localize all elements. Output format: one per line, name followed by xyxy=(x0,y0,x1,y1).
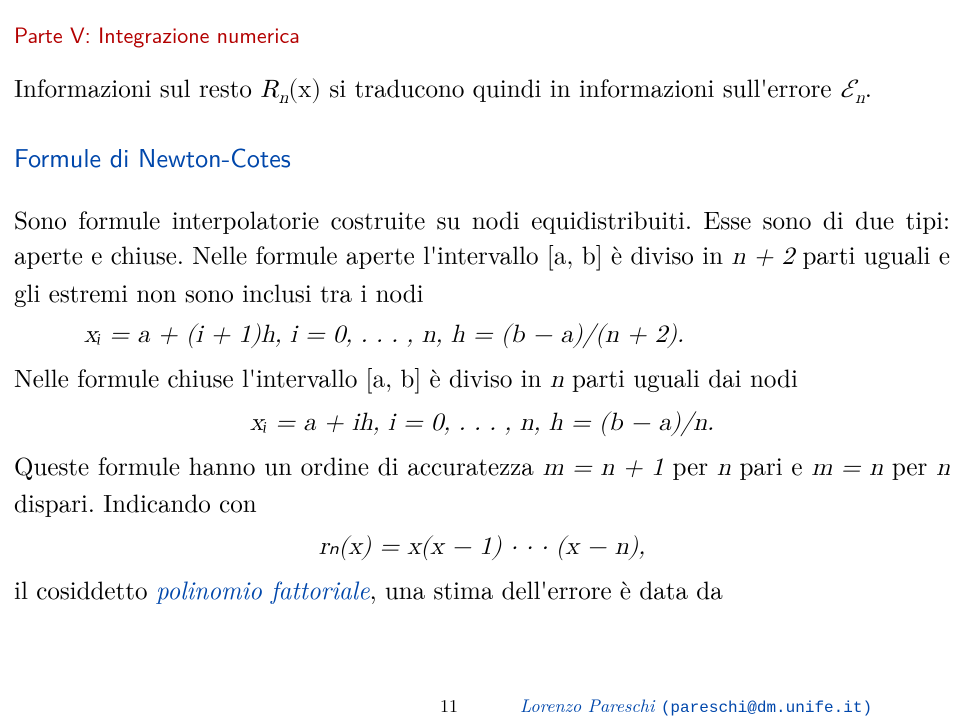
intro-text-a: Informazioni sul resto xyxy=(14,70,260,105)
intro-paragraph: Informazioni sul resto Rn(x) si traducon… xyxy=(14,70,950,112)
intro-text-c: . xyxy=(865,70,872,105)
para4-c: pari e xyxy=(731,448,812,483)
equation-factorial-poly: rₙ(x) = x(x − 1) · · · (x − n), xyxy=(14,531,950,562)
para-open-formulas: Sono formule interpolatorie costruite su… xyxy=(14,202,950,311)
polinomio-fattoriale: polinomio fattoriale xyxy=(156,572,370,607)
page-number: 11 xyxy=(440,693,458,718)
intro-en-E: ℰ xyxy=(840,77,855,102)
m-eq-n: m = n xyxy=(811,455,883,480)
eq1-text: xᵢ = a + (i + 1)h, i = 0, . . . , n, h =… xyxy=(84,322,684,347)
intro-rn-arg: (x) xyxy=(288,77,321,102)
intro-rn: Rn(x) xyxy=(260,77,321,102)
intro-rn-R: R xyxy=(260,77,278,102)
section-title: Formule di Newton-Cotes xyxy=(14,138,950,176)
eq3-text: rₙ(x) = x(x − 1) · · · (x − n), xyxy=(319,534,645,559)
equation-open-nodes: xᵢ = a + (i + 1)h, i = 0, . . . , n, h =… xyxy=(14,320,950,350)
n-symbol-2: n xyxy=(717,455,731,480)
author-email: (pareschi@dm.unife.it) xyxy=(661,699,872,717)
interval-ab-2: [a, b] xyxy=(366,367,422,392)
interval-ab-1: [a, b] xyxy=(547,244,603,269)
para4-d: dispari. Indicando con xyxy=(14,485,257,520)
para3-b: è diviso in xyxy=(421,360,550,395)
n-symbol-3: n xyxy=(936,455,950,480)
para4-a: Queste formule hanno un ordine di accura… xyxy=(14,448,543,483)
para-closed-formulas: Nelle formule chiuse l'intervallo [a, b]… xyxy=(14,360,950,398)
eq2-text: xᵢ = a + ih, i = 0, . . . , n, h = (b − … xyxy=(250,410,714,435)
intro-text-b: si traducono quindi in informazioni sull… xyxy=(321,70,840,105)
para-error-estimate: il cosiddetto polinomio fattoriale, una … xyxy=(14,572,950,608)
intro-rn-sub: n xyxy=(279,90,289,107)
para5-a: il cosiddetto xyxy=(14,572,156,607)
intro-en: ℰn xyxy=(840,77,865,102)
para2-b: è diviso in xyxy=(603,237,732,272)
author-credit: Lorenzo Pareschi (pareschi@dm.unife.it) xyxy=(520,693,872,718)
m-eq-nplus1: m = n + 1 xyxy=(543,455,664,480)
n-symbol-1: n xyxy=(550,367,564,392)
para5-b: , una stima dell'errore è data da xyxy=(370,572,723,607)
intro-en-sub: n xyxy=(855,90,865,107)
part-title: Parte V: Integrazione numerica xyxy=(14,18,950,50)
para-accuracy: Queste formule hanno un ordine di accura… xyxy=(14,448,950,521)
para4-b: per xyxy=(664,448,717,483)
para4-b2: per xyxy=(883,448,936,483)
para3-a: Nelle formule chiuse l'intervallo xyxy=(14,360,366,395)
equation-closed-nodes: xᵢ = a + ih, i = 0, . . . , n, h = (b − … xyxy=(14,408,950,438)
author-name: Lorenzo Pareschi xyxy=(520,693,661,718)
n-plus-2: n + 2 xyxy=(731,244,794,269)
para3-c: parti uguali dai nodi xyxy=(564,360,798,395)
